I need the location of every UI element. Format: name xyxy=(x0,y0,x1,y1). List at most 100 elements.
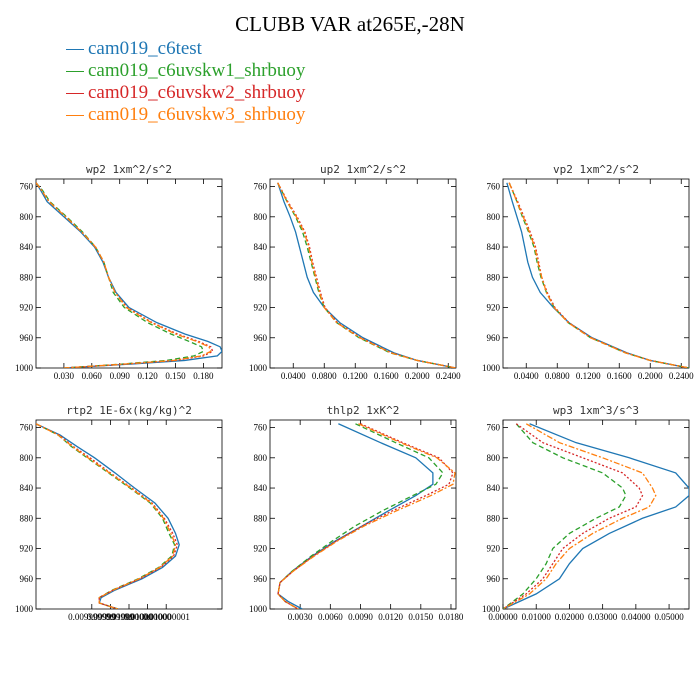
legend-swatch xyxy=(66,70,84,72)
y-tick-label: 760 xyxy=(20,423,34,433)
legend-label: cam019_c6uvskw3_shrbuoy xyxy=(88,104,306,125)
panel-frame xyxy=(35,178,223,369)
x-tick-label: 0.1600 xyxy=(374,371,399,381)
panel-frame xyxy=(502,178,690,369)
x-tick-label: 0.0120 xyxy=(378,612,403,622)
panel-title: wp2 1xm^2/s^2 xyxy=(86,163,172,176)
y-tick-label: 960 xyxy=(487,333,501,343)
y-tick-label: 840 xyxy=(20,242,34,252)
x-tick-label: 0.180 xyxy=(193,371,214,381)
series-line xyxy=(508,182,689,368)
legend-label: cam019_c6uvskw2_shrbuoy xyxy=(88,82,306,103)
profile-panel: thlp2 1xK^2 760 800 840 880 920 960 1000 0.0030 0… xyxy=(249,404,464,622)
x-tick-label: 0.0180 xyxy=(439,612,464,622)
series-line xyxy=(277,182,456,368)
x-tick-label: 0.060 xyxy=(82,371,103,381)
series-line xyxy=(36,423,177,609)
legend-swatch xyxy=(66,92,84,94)
plot-area: thlp2 1xK^2 760 800 840 880 920 960 1000 0.0030 0… xyxy=(249,404,464,622)
x-tick-label: 0.00000 xyxy=(488,612,518,622)
x-tick-label: 0.2400 xyxy=(436,371,461,381)
x-tick-label: 0.010000001 xyxy=(143,612,190,622)
y-tick-label: 960 xyxy=(20,574,34,584)
x-tick-label: 0.0060 xyxy=(318,612,343,622)
series-line xyxy=(36,182,212,368)
y-tick-label: 1000 xyxy=(15,363,34,373)
legend-entry: cam019_c6uvskw2_shrbuoy xyxy=(66,82,305,104)
x-tick-label: 0.01000 xyxy=(522,612,552,622)
series-line xyxy=(503,423,627,609)
series-line xyxy=(277,182,456,368)
y-tick-label: 800 xyxy=(254,453,268,463)
y-tick-label: 1000 xyxy=(482,604,501,614)
y-tick-label: 960 xyxy=(254,333,268,343)
profile-panel: wp3 1xm^3/s^3 760 800 840 880 920 960 10000.000… xyxy=(482,404,690,622)
x-tick-label: 0.150 xyxy=(165,371,186,381)
y-tick-label: 840 xyxy=(254,483,268,493)
profile-panel: rtp2 1E-6x(kg/kg)^2 760 800 840 880 920 960 100… xyxy=(15,404,223,622)
x-tick-label: 0.0800 xyxy=(545,371,570,381)
series-group xyxy=(506,182,689,368)
y-tick-label: 800 xyxy=(254,212,268,222)
y-tick-label: 960 xyxy=(254,574,268,584)
series-group xyxy=(36,423,180,609)
x-tick-label: 0.0150 xyxy=(408,612,433,622)
y-tick-label: 920 xyxy=(487,303,501,313)
series-line xyxy=(277,423,444,609)
y-tick-label: 760 xyxy=(254,182,268,192)
y-tick-label: 800 xyxy=(20,212,34,222)
legend: cam019_c6test cam019_c6uvskw1_shrbuoy cam0… xyxy=(66,38,305,126)
y-tick-label: 840 xyxy=(20,483,34,493)
y-tick-label: 760 xyxy=(487,423,501,433)
x-tick-label: 0.0400 xyxy=(281,371,306,381)
panel-title: thlp2 1xK^2 xyxy=(327,404,400,417)
x-tick-label: 0.030 xyxy=(54,371,75,381)
legend-swatch xyxy=(66,48,84,50)
x-tick-label: 0.0400 xyxy=(514,371,539,381)
y-tick-label: 800 xyxy=(487,212,501,222)
y-tick-label: 840 xyxy=(487,242,501,252)
series-line xyxy=(277,182,456,368)
legend-entry: cam019_c6test xyxy=(66,38,305,60)
y-tick-label: 920 xyxy=(487,544,501,554)
legend-label: cam019_c6test xyxy=(88,38,202,59)
series-group xyxy=(503,423,689,609)
x-tick-label: 0.010000000 xyxy=(124,612,172,622)
x-tick-label: 0.090 xyxy=(110,371,131,381)
chart-title: CLUBB VAR at265E,-28N xyxy=(235,12,465,36)
series-line xyxy=(503,423,689,609)
x-tick-label: 0.120 xyxy=(137,371,158,381)
x-tick-label: 0.009999999 xyxy=(87,612,135,622)
y-tick-label: 880 xyxy=(20,272,34,282)
y-tick-label: 760 xyxy=(254,423,268,433)
x-tick-label: 0.02000 xyxy=(555,612,585,622)
legend-entry: cam019_c6uvskw1_shrbuoy xyxy=(66,60,305,82)
panel-title: up2 1xm^2/s^2 xyxy=(320,163,406,176)
y-tick-label: 800 xyxy=(487,453,501,463)
x-tick-label: 0.0090 xyxy=(348,612,373,622)
series-line xyxy=(503,423,644,609)
y-tick-label: 760 xyxy=(20,182,34,192)
panel-title: rtp2 1E-6x(kg/kg)^2 xyxy=(66,404,192,417)
series-line xyxy=(277,423,454,609)
x-tick-label: 0.0800 xyxy=(312,371,337,381)
plot-area: up2 1xm^2/s^2 760 800 840 880 920 960 1000 0.040… xyxy=(249,163,461,381)
series-group xyxy=(277,182,456,368)
series-line xyxy=(277,423,456,609)
x-tick-label: 0.1200 xyxy=(343,371,368,381)
x-tick-label: 0.2400 xyxy=(669,371,694,381)
y-tick-label: 880 xyxy=(487,513,501,523)
plot-area: vp2 1xm^2/s^2 760 800 840 880 920 960 1000 0.040… xyxy=(482,163,694,381)
series-line xyxy=(36,182,205,368)
x-tick-label: 0.05000 xyxy=(654,612,684,622)
series-line xyxy=(36,423,176,609)
legend-swatch xyxy=(66,114,84,116)
series-group xyxy=(36,182,222,368)
x-tick-label: 0.0030 xyxy=(288,612,313,622)
y-tick-label: 1000 xyxy=(15,604,34,614)
y-tick-label: 920 xyxy=(20,303,34,313)
y-tick-label: 1000 xyxy=(249,604,268,614)
x-tick-label: 0.03000 xyxy=(588,612,618,622)
y-tick-label: 760 xyxy=(487,182,501,192)
y-tick-label: 920 xyxy=(254,544,268,554)
